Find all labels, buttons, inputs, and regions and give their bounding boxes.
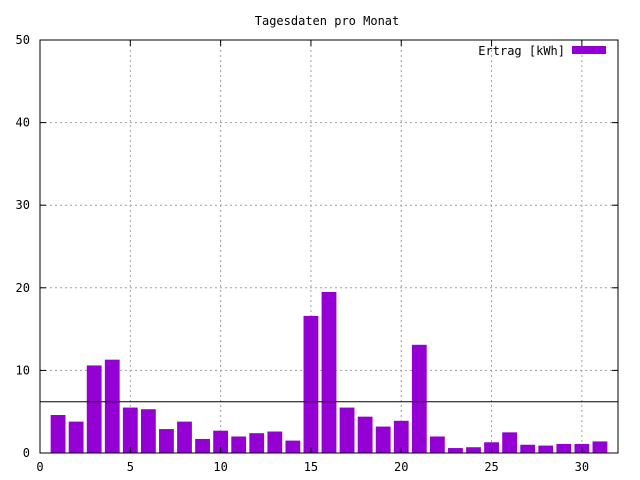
bar	[159, 429, 174, 453]
bar	[285, 440, 301, 453]
y-tick-label: 50	[16, 33, 30, 47]
bar	[140, 409, 156, 453]
bar	[249, 433, 265, 453]
bar	[213, 430, 229, 453]
x-tick-label: 0	[36, 460, 43, 474]
x-tick-label: 20	[394, 460, 408, 474]
bar	[177, 421, 192, 453]
grid-lines	[40, 40, 618, 453]
bar	[466, 447, 481, 453]
bar	[375, 426, 391, 453]
axes	[39, 39, 619, 454]
bar	[357, 416, 373, 453]
bar	[231, 436, 247, 453]
bar	[195, 438, 210, 453]
bar	[502, 432, 518, 453]
x-tick-labels: 0 5 10 15 20 25 30	[36, 460, 589, 474]
x-tick-label: 30	[575, 460, 589, 474]
bar	[393, 420, 409, 453]
bar	[411, 344, 427, 453]
bar	[339, 407, 355, 453]
bar	[104, 359, 120, 453]
x-tick-label: 15	[304, 460, 318, 474]
bar	[448, 448, 463, 453]
y-tick-labels: 0 10 20 30 40 50	[16, 33, 30, 460]
x-tick-label: 25	[484, 460, 498, 474]
y-tick-label: 40	[16, 116, 30, 130]
bar	[303, 315, 319, 453]
legend: Ertrag [kWh]	[478, 44, 606, 58]
bar	[267, 431, 283, 453]
bar	[556, 443, 572, 453]
y-tick-label: 30	[16, 198, 30, 212]
legend-label: Ertrag [kWh]	[478, 44, 565, 58]
bars	[50, 291, 608, 453]
bar	[122, 407, 138, 453]
x-tick-label: 5	[127, 460, 134, 474]
x-tick-label: 10	[213, 460, 227, 474]
y-tick-label: 10	[16, 363, 30, 377]
bar	[86, 365, 102, 453]
bar	[429, 436, 445, 453]
bar	[50, 415, 66, 453]
bar	[520, 444, 536, 453]
y-tick-label: 0	[23, 446, 30, 460]
y-tick-label: 20	[16, 281, 30, 295]
legend-swatch	[572, 46, 606, 54]
bar	[321, 291, 337, 453]
bar	[68, 421, 84, 453]
bar	[538, 445, 554, 453]
plot-border	[39, 39, 619, 454]
chart-title: Tagesdaten pro Monat	[255, 14, 400, 28]
bar	[592, 441, 608, 453]
